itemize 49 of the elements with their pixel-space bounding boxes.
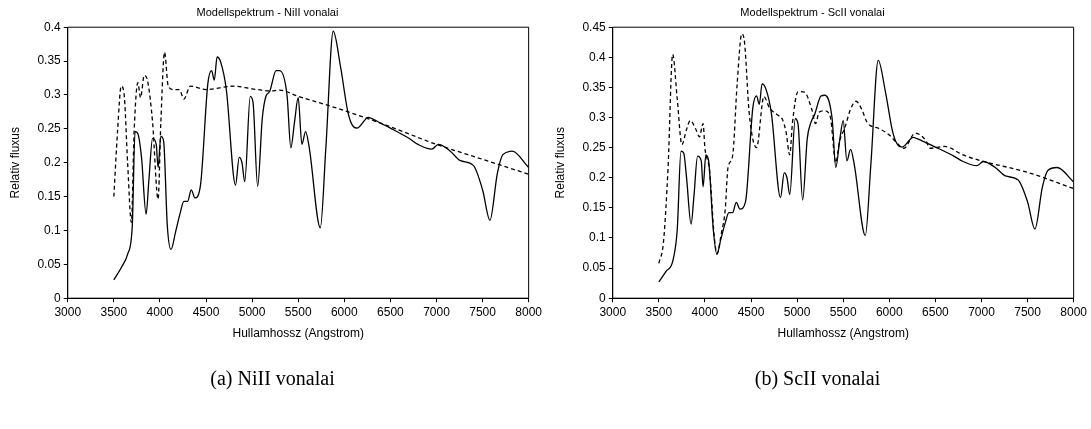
- x-tick-label: 4500: [737, 304, 765, 319]
- x-tick-label: 4000: [691, 304, 719, 319]
- x-tick-label: 3000: [54, 304, 82, 319]
- y-tick-label: 0.1: [589, 230, 607, 245]
- x-tick-label: 5000: [238, 304, 266, 319]
- x-tick-label: 7500: [469, 304, 497, 319]
- y-tick-label: 0.05: [37, 256, 62, 271]
- y-tick-label: 0.2: [44, 155, 62, 170]
- x-tick-label: 7000: [968, 304, 996, 319]
- x-tick-label: 8000: [515, 304, 543, 319]
- y-tick-label: 0.2: [589, 170, 607, 185]
- x-tick-label: 3000: [599, 304, 627, 319]
- x-tick-label: 4000: [146, 304, 174, 319]
- text: (b) ScII vonalai: [754, 367, 881, 390]
- x-tick-label: 8000: [1060, 304, 1088, 319]
- y-tick-label: 0.35: [582, 79, 607, 94]
- x-axis-title: Hullamhossz (Angstrom): [777, 326, 909, 341]
- x-tick-label: 3500: [100, 304, 128, 319]
- x-axis-title: Hullamhossz (Angstrom): [232, 326, 364, 341]
- x-tick-label: 6000: [875, 304, 903, 319]
- y-tick-label: 0.25: [582, 139, 607, 154]
- y-tick-label: 0.4: [44, 19, 62, 34]
- y-tick-label: 0.05: [582, 260, 607, 275]
- y-axis-title: Relativ fluxus: [7, 127, 22, 199]
- y-tick-label: 0: [54, 290, 62, 305]
- x-tick-label: 7500: [1014, 304, 1042, 319]
- x-tick-label: 6000: [330, 304, 358, 319]
- x-tick-label: 6500: [377, 304, 405, 319]
- y-tick-label: 0.45: [582, 19, 607, 34]
- y-tick-label: 0.1: [44, 222, 62, 237]
- y-tick-label: 0.15: [582, 200, 607, 215]
- chart-title: Modellspektrum - NiII vonalai: [196, 5, 339, 18]
- x-tick-label: 6500: [922, 304, 950, 319]
- y-tick-label: 0.15: [37, 188, 62, 203]
- y-tick-label: 0.25: [37, 121, 62, 136]
- y-axis-title: Relativ fluxus: [552, 127, 567, 199]
- text: (a) NiII vonalai: [210, 367, 335, 390]
- y-tick-label: 0.3: [44, 87, 62, 102]
- y-tick-label: 0: [599, 290, 607, 305]
- x-tick-label: 5500: [829, 304, 857, 319]
- y-tick-label: 0.4: [589, 49, 607, 64]
- x-tick-label: 4500: [192, 304, 220, 319]
- x-tick-label: 5000: [783, 304, 811, 319]
- x-tick-label: 7000: [423, 304, 451, 319]
- x-tick-label: 5500: [284, 304, 312, 319]
- x-tick-label: 3500: [645, 304, 673, 319]
- y-tick-label: 0.3: [589, 109, 607, 124]
- chart-title: Modellspektrum - ScII vonalai: [740, 5, 885, 18]
- y-tick-label: 0.35: [37, 53, 62, 68]
